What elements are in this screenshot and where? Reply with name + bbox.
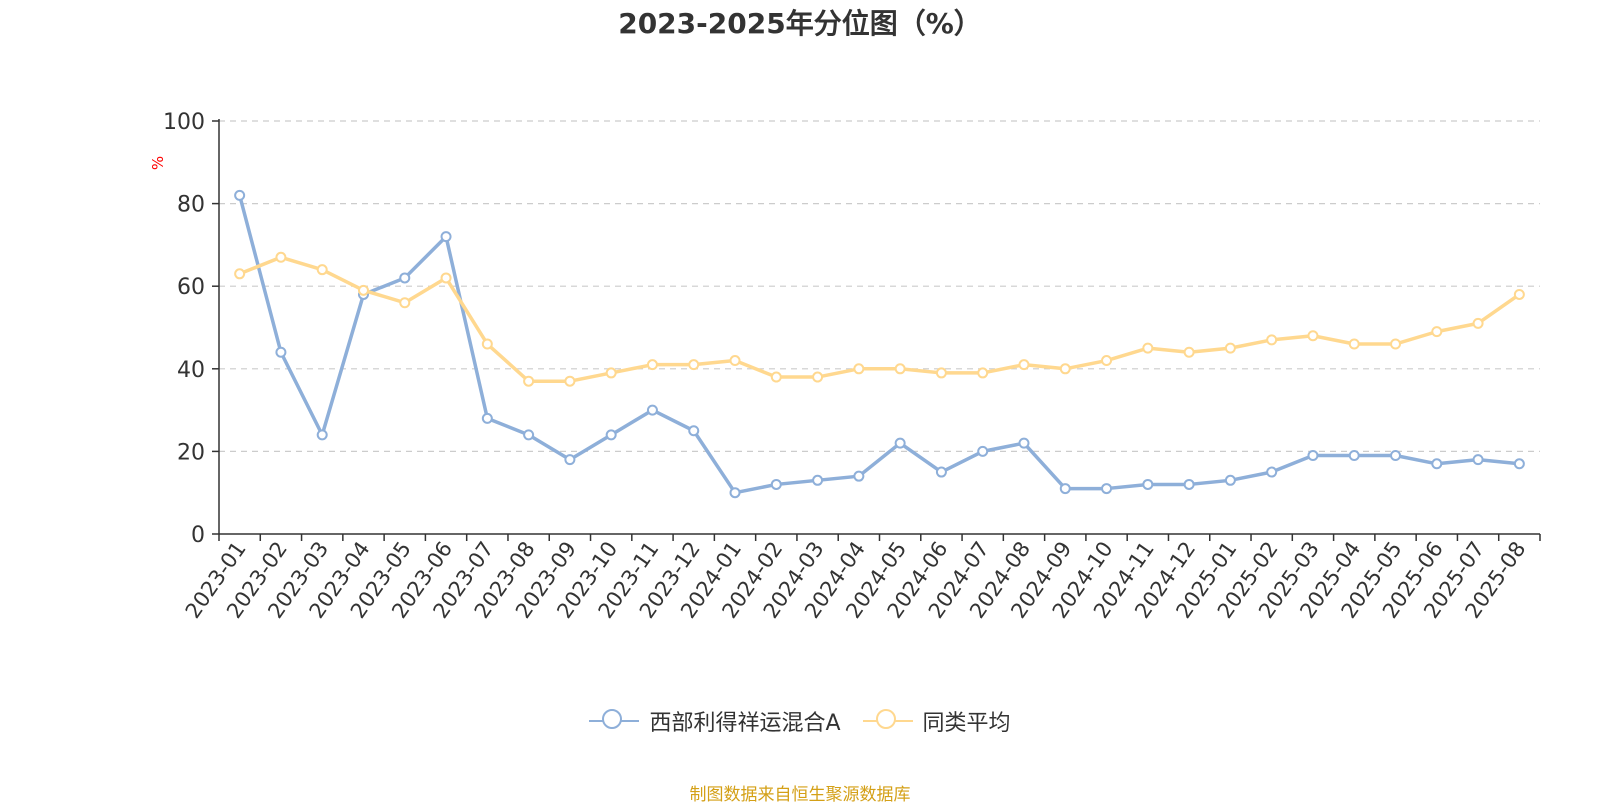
data-point [1307, 450, 1319, 462]
data-point [523, 375, 535, 387]
legend-item-series-b[interactable]: 同类平均 [862, 705, 1011, 737]
data-point [853, 363, 865, 375]
data-point [1018, 437, 1030, 449]
legend-swatch-series-a [589, 708, 640, 734]
data-point [812, 371, 824, 383]
data-point [1183, 346, 1195, 358]
series-line [237, 194, 1520, 495]
legend-label-series-a: 西部利得祥运混合A [649, 711, 841, 736]
chart-title: 2023-2025年分位图（%） [618, 7, 982, 40]
data-point [1390, 338, 1402, 350]
data-point [1431, 326, 1443, 338]
data-point [1142, 342, 1154, 354]
data-point [1472, 454, 1484, 466]
data-point [234, 189, 246, 201]
series-lines [234, 189, 1525, 499]
gridlines [219, 120, 1540, 452]
data-point [1390, 450, 1402, 462]
data-point [605, 367, 617, 379]
data-point [1101, 355, 1113, 367]
data-point [1348, 450, 1360, 462]
data-point [729, 355, 741, 367]
data-point [646, 404, 658, 416]
data-point [853, 470, 865, 482]
y-tick-label: 40 [177, 358, 205, 383]
data-point [1266, 334, 1278, 346]
data-point [1059, 483, 1071, 495]
data-point [275, 346, 287, 358]
data-point [1266, 466, 1278, 478]
data-point [1224, 342, 1236, 354]
data-point [523, 429, 535, 441]
data-point [275, 251, 287, 263]
data-point [688, 425, 700, 437]
y-tick-label: 80 [177, 193, 205, 218]
data-point [935, 367, 947, 379]
data-point [481, 412, 493, 424]
y-axis-unit-label: % [149, 156, 167, 170]
y-tick-label: 0 [191, 523, 205, 548]
data-point [316, 429, 328, 441]
data-point [1183, 478, 1195, 490]
data-point [812, 474, 824, 486]
data-point [770, 371, 782, 383]
legend-swatch-series-b [862, 708, 913, 734]
y-tick-label: 20 [177, 440, 205, 465]
series-line [238, 255, 1521, 383]
data-point [894, 363, 906, 375]
axes: 0204060801002023-012023-022023-032023-04… [163, 110, 1541, 623]
data-point [688, 359, 700, 371]
data-point [1513, 288, 1525, 300]
data-point [1101, 483, 1113, 495]
data-point [1018, 359, 1030, 371]
data-point [564, 454, 576, 466]
data-point [770, 478, 782, 490]
data-point [935, 466, 947, 478]
data-point [481, 338, 493, 350]
data-point [357, 284, 369, 296]
data-point [564, 375, 576, 387]
data-point [977, 445, 989, 457]
data-point [440, 231, 452, 243]
data-point [234, 268, 246, 280]
data-point [1472, 317, 1484, 329]
legend[interactable]: 西部利得祥运混合A 同类平均 [0, 705, 1600, 737]
data-point [977, 367, 989, 379]
data-point [729, 487, 741, 499]
data-point [605, 429, 617, 441]
y-tick-label: 60 [177, 275, 205, 300]
data-point [1431, 458, 1443, 470]
series-a [234, 189, 1525, 499]
data-point [1513, 458, 1525, 470]
data-point [1224, 474, 1236, 486]
data-point [399, 272, 411, 284]
source-note: 制图数据来自恒生聚源数据库 [689, 785, 911, 805]
series-b [234, 251, 1525, 387]
data-point [399, 297, 411, 309]
data-point [440, 272, 452, 284]
data-point [646, 359, 658, 371]
legend-label-series-b: 同类平均 [922, 711, 1011, 736]
data-point [1059, 363, 1071, 375]
data-point [894, 437, 906, 449]
data-point [1307, 330, 1319, 342]
data-point [1142, 478, 1154, 490]
y-tick-label: 100 [163, 110, 205, 135]
data-point [1348, 338, 1360, 350]
legend-item-series-a[interactable]: 西部利得祥运混合A [589, 705, 841, 737]
data-point [316, 264, 328, 276]
